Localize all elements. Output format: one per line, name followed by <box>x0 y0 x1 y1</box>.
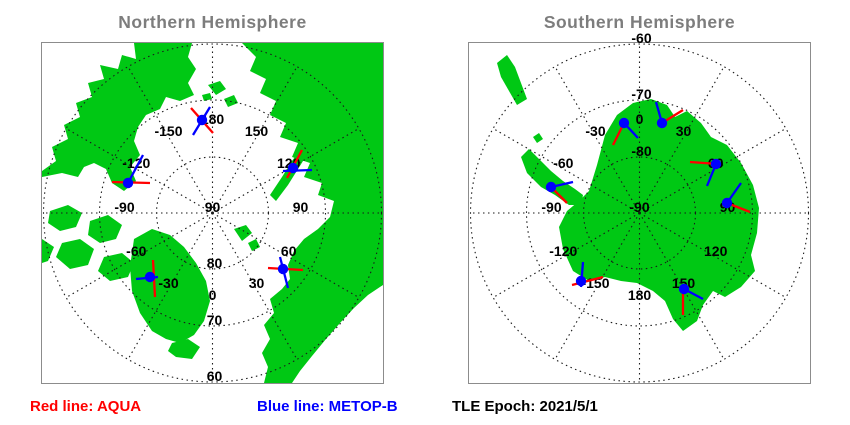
svg-text:-120: -120 <box>122 155 150 171</box>
tle-epoch-label: TLE Epoch: 2021/5/1 <box>452 398 598 415</box>
svg-text:-30: -30 <box>585 123 605 139</box>
svg-text:180: 180 <box>201 111 225 127</box>
svg-text:-60: -60 <box>126 243 146 259</box>
svg-text:90: 90 <box>293 199 309 215</box>
svg-text:-150: -150 <box>581 275 609 291</box>
svg-text:120: 120 <box>704 243 728 259</box>
landmass-eurasia-scandinavia <box>242 43 383 383</box>
svg-text:-60: -60 <box>631 30 651 46</box>
landmass-severnaya-islands <box>202 81 238 107</box>
legend-blue-metopb: Blue line: METOP-B <box>257 398 398 415</box>
north-satellite-markers <box>111 106 313 298</box>
svg-text:-90: -90 <box>114 199 134 215</box>
svg-text:0: 0 <box>636 111 644 127</box>
landmass-greenland <box>130 229 210 343</box>
svg-text:0: 0 <box>209 287 217 303</box>
landmass-iceland <box>168 339 200 359</box>
landmass-alaska-siberia <box>42 43 196 191</box>
south-map-title: Southern Hemisphere <box>543 12 736 32</box>
svg-text:60: 60 <box>207 368 223 384</box>
south-graticule <box>469 43 810 383</box>
svg-text:-150: -150 <box>154 123 182 139</box>
svg-text:-120: -120 <box>549 243 577 259</box>
svg-text:-30: -30 <box>158 275 178 291</box>
north-landmasses <box>42 43 383 383</box>
landmass-canada-archipelago <box>42 205 134 281</box>
landmass-south-america-tip <box>497 55 527 105</box>
svg-text:30: 30 <box>249 275 265 291</box>
svg-text:-90: -90 <box>541 199 561 215</box>
landmass-peninsula-islet <box>533 133 543 143</box>
svg-text:-90: -90 <box>629 199 649 215</box>
svg-text:80: 80 <box>207 255 223 271</box>
svg-text:180: 180 <box>628 287 652 303</box>
south-map-panel: -90-80-70-60-150-120-90-60-3003060901201… <box>468 30 811 384</box>
north-map-title: Northern Hemisphere <box>118 12 307 32</box>
legend-red-aqua: Red line: AQUA <box>30 398 142 415</box>
svg-text:90: 90 <box>205 199 221 215</box>
north-graticule <box>42 43 383 383</box>
svg-text:-80: -80 <box>631 143 651 159</box>
svg-text:150: 150 <box>672 275 696 291</box>
svg-text:30: 30 <box>676 123 692 139</box>
svg-text:150: 150 <box>245 123 269 139</box>
south-landmasses <box>497 55 759 331</box>
north-map-panel: 90 80 70 60 -150 -120 -90 -60 -30 0 30 60 90 120 150 18… <box>41 42 384 384</box>
svg-text:60: 60 <box>281 243 297 259</box>
svg-text:70: 70 <box>207 312 223 328</box>
svg-text:-60: -60 <box>553 155 573 171</box>
south-satellite-markers <box>545 101 751 315</box>
landmass-svalbard <box>234 225 260 251</box>
landmass-antarctica <box>559 99 759 331</box>
landmass-antarctic-peninsula <box>521 149 583 205</box>
svg-text:-70: -70 <box>631 86 651 102</box>
